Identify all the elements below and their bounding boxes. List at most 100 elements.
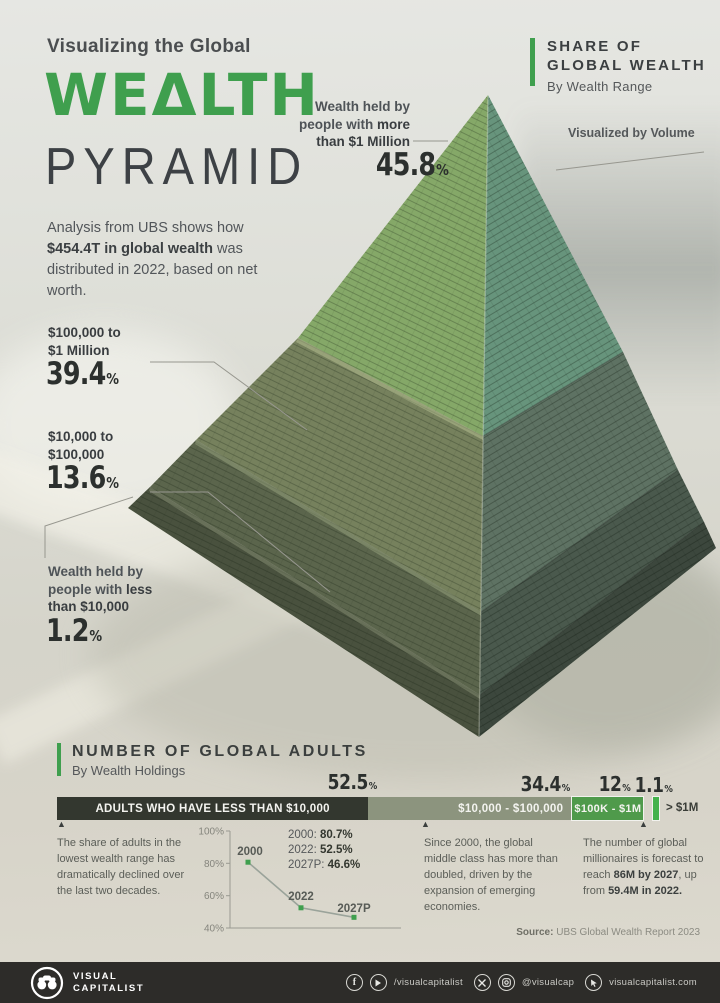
bar-segment-under-10k: ADULTS WHO HAVE LESS THAN $10,000 bbox=[57, 797, 369, 820]
brand-text: VISUAL CAPITALIST bbox=[73, 971, 144, 995]
footer-bar: VISUAL CAPITALIST f /visualcapitalist @v… bbox=[0, 962, 720, 1003]
source-text: UBS Global Wealth Report 2023 bbox=[553, 927, 700, 938]
trend-markers bbox=[245, 859, 357, 920]
trend-y-tick-labels: 100% 80% 60% 40% bbox=[198, 827, 224, 935]
trend-legend-2000: 2000: 80.7% bbox=[288, 829, 353, 841]
tier-millionaires-value: 45.8% bbox=[375, 147, 449, 183]
adults-subheading: By Wealth Holdings bbox=[72, 763, 186, 778]
facebook-icon[interactable]: f bbox=[345, 974, 363, 991]
bar-segment-over-1m-sliver bbox=[652, 796, 660, 821]
intro-pre: Analysis from UBS shows how bbox=[47, 220, 244, 236]
note-marker-1: ▲ bbox=[57, 819, 66, 829]
youtube-icon[interactable] bbox=[369, 974, 387, 991]
bar-pct-2: 34.4% bbox=[520, 772, 571, 796]
bar-label-over-1m: > $1M bbox=[666, 802, 699, 814]
tier-middle-value: 13.6% bbox=[46, 460, 119, 496]
svg-text:2022: 2022 bbox=[288, 891, 314, 903]
note-marker-2: ▲ bbox=[421, 819, 430, 829]
title-wealth: WEΔLTH bbox=[44, 61, 320, 129]
tier-base-value: 1.2% bbox=[46, 613, 102, 649]
tier-upper-label: $100,000 to $1 Million bbox=[48, 324, 121, 359]
tier-upper-l2: $1 Million bbox=[48, 342, 110, 358]
trend-legend-2027: 2027P: 46.6% bbox=[288, 859, 361, 871]
bar-segment-10k-100k: $10,000 - $100,000 bbox=[368, 797, 573, 820]
ledge-tier1 bbox=[296, 338, 483, 440]
tier-middle-label: $10,000 to $100,000 bbox=[48, 428, 113, 463]
source-line: Source: UBS Global Wealth Report 2023 bbox=[516, 927, 700, 938]
brand-line1: VISUAL bbox=[73, 970, 118, 982]
x-twitter-icon[interactable] bbox=[473, 974, 491, 991]
instagram-icon[interactable] bbox=[497, 974, 515, 991]
tier-upper-value: 39.4% bbox=[46, 356, 119, 392]
social-links: f /visualcapitalist @visualcap visualcap… bbox=[345, 974, 697, 991]
tier-middle-l2: $100,000 bbox=[48, 446, 105, 462]
note-lowest-range: The share of adults in the lowest wealth… bbox=[57, 837, 185, 897]
tier-middle-number: 13.6 bbox=[46, 460, 106, 496]
leader-upper-tier bbox=[150, 361, 308, 431]
bar-pct-1: 52.5% bbox=[327, 770, 378, 794]
tier-base-l1: Wealth held by bbox=[48, 564, 144, 579]
tier-base-number: 1.2 bbox=[46, 613, 89, 649]
trend-point-labels: 2000 2022 2027P bbox=[237, 846, 371, 915]
handle-visualcapitalist[interactable]: /visualcapitalist bbox=[393, 977, 463, 988]
trend-legend-2022: 2022: 52.5% bbox=[288, 844, 353, 856]
tier-base-label: Wealth held by people with less than $10… bbox=[48, 563, 152, 616]
website-url[interactable]: visualcapitalist.com bbox=[609, 977, 697, 988]
volume-note: Visualized by Volume bbox=[568, 126, 695, 140]
share-header: SHARE OF GLOBAL WEALTH By Wealth Range bbox=[530, 38, 706, 94]
intro-paragraph: Analysis from UBS shows how $454.4T in g… bbox=[47, 218, 283, 302]
ledge-tier2 bbox=[195, 440, 481, 616]
intro-bold: $454.4T in global wealth bbox=[47, 241, 213, 258]
tier-base-l2pre: people with bbox=[48, 581, 127, 597]
percent-sign: % bbox=[106, 370, 119, 388]
brick-texture-left bbox=[128, 95, 488, 737]
percent-sign: % bbox=[106, 474, 119, 492]
leader-base-tier bbox=[44, 496, 134, 558]
boundary-tier2-right bbox=[480, 469, 679, 613]
tier-upper-number: 39.4 bbox=[46, 356, 106, 392]
intro-post: was distributed in 2022, based on net wo… bbox=[47, 241, 258, 300]
tier-middle-l1: $10,000 to bbox=[48, 429, 114, 444]
cursor-icon[interactable] bbox=[585, 974, 603, 991]
svg-text:2000: 2000 bbox=[237, 846, 263, 858]
share-header-title: SHARE OF GLOBAL WEALTH bbox=[547, 38, 706, 76]
note-marker-3: ▲ bbox=[639, 819, 648, 829]
tier-millionaires-l3bold: than $1 Million bbox=[316, 134, 410, 150]
svg-text:100%: 100% bbox=[198, 827, 224, 838]
bar-segment-100k-1m: $100K - $1M bbox=[571, 796, 645, 821]
adults-header-accent-bar bbox=[57, 743, 61, 776]
bar-pct-3: 12% bbox=[598, 772, 630, 796]
source-label: Source: bbox=[516, 927, 554, 938]
tier-millionaires-label: Wealth held by people with more than $1 … bbox=[299, 98, 410, 151]
share-header-accent-bar bbox=[530, 38, 535, 86]
trend-legend: 2000: 80.7% 2022: 52.5% 2027P: 46.6% bbox=[288, 828, 360, 873]
share-header-line2: GLOBAL WEALTH bbox=[547, 56, 706, 74]
svg-text:40%: 40% bbox=[204, 924, 224, 935]
svg-text:80%: 80% bbox=[204, 859, 224, 870]
bar-pct-4: 1.1% bbox=[634, 773, 672, 797]
visual-capitalist-logo-icon bbox=[30, 966, 64, 999]
front-edge-highlight bbox=[478, 94, 489, 738]
tier-upper-l1: $100,000 to bbox=[48, 325, 121, 340]
tier-base-l2bold: less bbox=[126, 581, 153, 597]
brick-texture-right bbox=[479, 95, 716, 737]
tier-millionaires-l2pre: people with bbox=[298, 116, 377, 132]
leader-middle-tier bbox=[150, 491, 331, 593]
note-middle-class: Since 2000, the global middle class has … bbox=[424, 837, 558, 913]
tier-base-l3bold: than $10,000 bbox=[48, 599, 130, 615]
percent-sign: % bbox=[436, 161, 449, 179]
trend-line-chart: 100% 80% 60% 40% 2000 2022 2027P bbox=[198, 827, 401, 935]
adults-heading: NUMBER OF GLOBAL ADULTS bbox=[72, 743, 368, 760]
handle-visualcap[interactable]: @visualcap bbox=[521, 977, 575, 988]
title-eyebrow: Visualizing the Global bbox=[47, 36, 251, 57]
brand-block: VISUAL CAPITALIST bbox=[30, 966, 144, 1000]
boundary-tier3-right bbox=[479, 521, 705, 696]
svg-text:60%: 60% bbox=[204, 891, 224, 902]
boundary-tier1-right bbox=[482, 351, 624, 437]
tier-millionaires-l2bold: more bbox=[376, 116, 410, 132]
adults-segmented-bar: ADULTS WHO HAVE LESS THAN $10,000 $10,00… bbox=[57, 796, 717, 821]
note-millionaires: The number of global millionaires is for… bbox=[583, 837, 704, 897]
tier-millionaires-number: 45.8 bbox=[375, 147, 436, 183]
tier-millionaires-l1: Wealth held by bbox=[314, 99, 410, 114]
